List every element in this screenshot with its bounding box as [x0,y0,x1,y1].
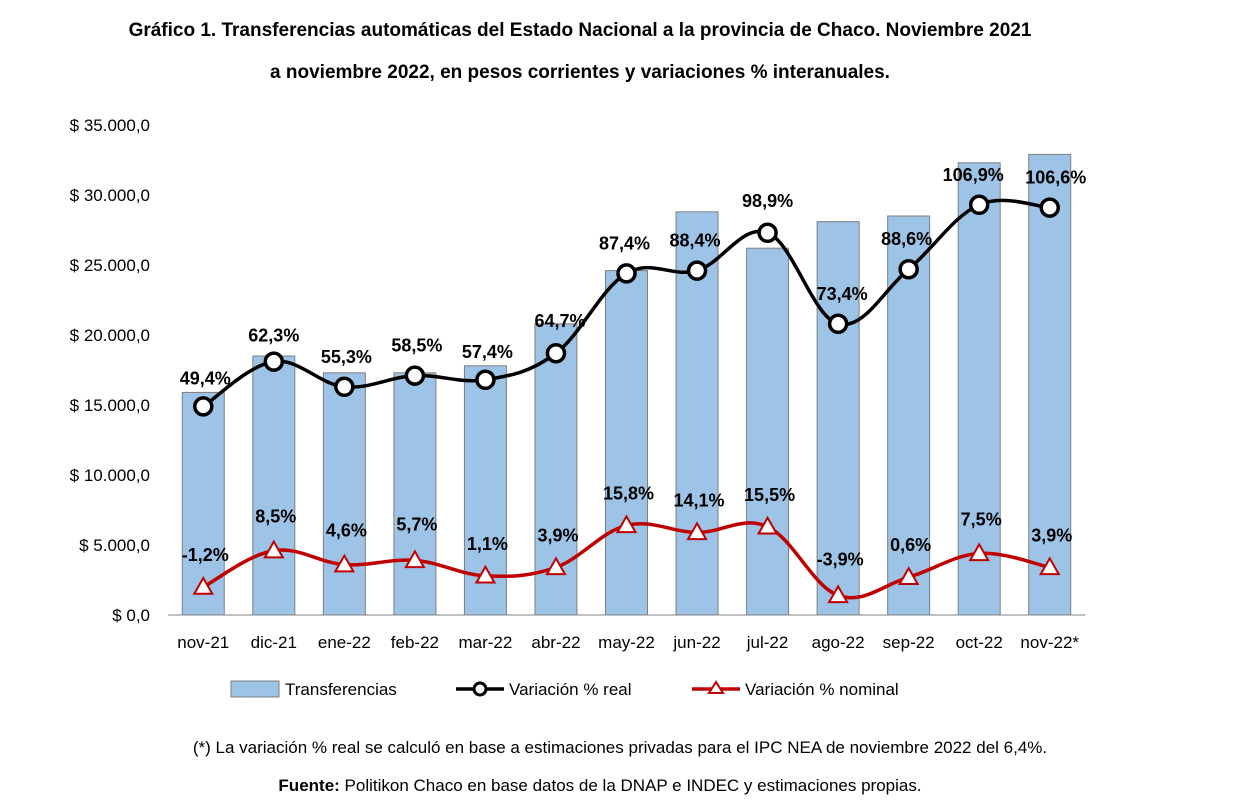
data-label-variacion-real: 62,3% [248,326,299,346]
marker-variacion-nominal [263,539,285,559]
marker-variacion-nominal [545,556,567,576]
marker-variacion-real [404,365,426,386]
data-label-variacion-real: 58,5% [391,336,442,356]
bar-transferencias [605,270,648,616]
bar-transferencias [746,247,790,616]
legend-label-transferencias: Transferencias [285,680,397,699]
y-tick-label: $ 25.000,0 [70,256,150,275]
marker-variacion-real [898,258,919,280]
marker-variacion-nominal [404,549,426,569]
data-label-variacion-real: 88,6% [881,229,932,249]
chart-title-line-1: Gráfico 1. Transferencias automáticas de… [128,20,1032,41]
data-label-variacion-nominal: 5,7% [396,514,437,534]
data-label-variacion-nominal: 0,6% [890,535,931,555]
marker-variacion-real [545,342,567,364]
marker-variacion-real [616,263,637,284]
x-tick-label: feb-22 [391,633,439,652]
x-tick-label: abr-22 [531,633,580,652]
marker-variacion-real [334,376,355,398]
marker-variacion-nominal [756,515,779,535]
x-tick-label: jun-22 [672,633,720,652]
x-tick-label: nov-21 [177,633,229,652]
footnote: (*) La variación % real se calculó en ba… [192,738,1048,757]
data-label-variacion-nominal: -3,9% [817,549,864,569]
y-tick-label: $ 15.000,0 [70,396,150,415]
y-tick-label: $ 35.000,0 [70,116,150,135]
bar-transferencias [322,372,366,616]
marker-variacion-nominal [192,575,214,595]
y-tick-label: $ 5.000,0 [79,536,150,555]
legend-swatch-transferencias [230,680,280,698]
data-label-variacion-real: 57,4% [462,342,513,362]
data-label-variacion-nominal: 15,8% [603,483,654,503]
legend-label-variacion-nominal: Variación % nominal [745,680,899,699]
data-label-variacion-nominal: -1,2% [182,545,229,565]
chart-area: $ 0,0 $ 5.000,0 $ 10.000,0 $ 15.000,0 $ 20.0… [70,116,1087,699]
x-tick-label: dic-21 [251,633,297,652]
y-tick-label: $ 20.000,0 [70,326,150,345]
data-label-variacion-real: 64,7% [534,311,585,331]
data-label-variacion-real: 55,3% [321,347,372,367]
marker-variacion-real [968,194,990,216]
bar-transferencias [252,355,296,616]
source-text: Politikon Chaco en base datos de la DNAP… [339,776,922,795]
marker-variacion-real [827,313,849,335]
marker-variacion-nominal [1039,556,1061,576]
data-label-variacion-nominal: 3,9% [1031,525,1072,545]
data-label-variacion-nominal: 3,9% [537,525,578,545]
data-label-variacion-real: 106,6% [1025,168,1086,188]
legend-marker-variacion-real [472,681,488,697]
marker-variacion-nominal [474,564,497,584]
y-tick-label: $ 0,0 [112,606,150,625]
marker-variacion-nominal [897,566,920,585]
data-label-variacion-real: 49,4% [180,368,231,388]
source-note: Fuente: Politikon Chaco en base datos de… [30,776,1170,796]
data-label-variacion-real: 87,4% [599,233,650,253]
x-tick-label: mar-22 [458,633,512,652]
marker-variacion-real [263,351,285,372]
data-label-variacion-nominal: 8,5% [255,507,296,527]
y-tick-label: $ 30.000,0 [70,186,150,205]
marker-variacion-nominal [968,542,990,562]
x-tick-label: jul-22 [746,633,789,652]
data-label-variacion-nominal: 4,6% [326,521,367,541]
bar-transferencias [393,372,437,616]
x-tick-label: nov-22* [1020,633,1079,652]
x-tick-label: ene-22 [318,633,371,652]
marker-variacion-nominal [686,521,708,541]
marker-variacion-nominal [827,584,849,604]
legend-marker-variacion-nominal [707,680,725,694]
data-label-variacion-real: 73,4% [817,284,868,304]
marker-variacion-real [757,222,778,244]
data-label-variacion-nominal: 7,5% [961,509,1002,529]
data-label-variacion-nominal: 14,1% [674,490,725,510]
data-label-variacion-real: 98,9% [742,191,793,211]
source-label: Fuente: [278,776,340,795]
data-label-variacion-nominal: 1,1% [467,534,508,554]
data-label-variacion-nominal: 15,5% [744,485,795,505]
x-tick-label: sep-22 [883,633,935,652]
marker-variacion-real [475,369,496,391]
bar-transferencias [1028,153,1072,616]
marker-variacion-real [193,396,214,417]
x-tick-label: may-22 [598,633,655,652]
marker-variacion-nominal [615,514,638,534]
marker-variacion-nominal [333,553,356,573]
data-label-variacion-real: 88,4% [670,231,721,251]
data-label-variacion-real: 106,9% [943,165,1004,185]
x-tick-label: ago-22 [812,633,865,652]
marker-variacion-real [1039,197,1060,218]
y-tick-label: $ 10.000,0 [70,466,150,485]
marker-variacion-real [686,260,708,281]
bar-transferencias [816,221,860,616]
legend-label-variacion-real: Variación % real [509,680,632,699]
chart-title-line-2: a noviembre 2022, en pesos corrientes y … [270,62,890,83]
x-tick-label: oct-22 [956,633,1003,652]
